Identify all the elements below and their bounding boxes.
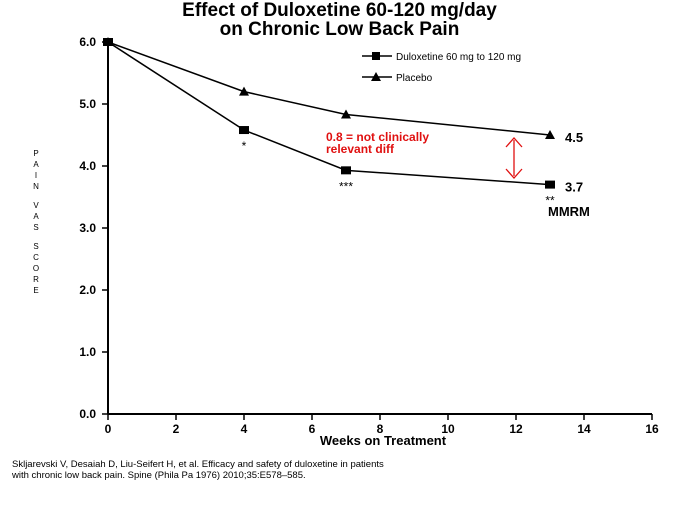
y-tick-label-4.0: 4.0 [79,159,96,173]
y-tick-label-3.0: 3.0 [79,221,96,235]
y-axis-label-letter: C [33,253,39,262]
method-label: MMRM [548,204,590,219]
x-tick-label-12: 12 [509,422,523,436]
data-point-duloxetine-week-4 [239,126,249,135]
legend: Duloxetine 60 mg to 120 mg Placebo [362,52,521,84]
significance-marker-week-7: *** [339,179,353,193]
data-point-duloxetine-week-13 [545,180,555,189]
y-axis-label-letter: R [33,275,39,284]
x-tick-label-10: 10 [441,422,455,436]
y-axis-label-letter: O [33,264,39,273]
y-tick-label-0.0: 0.0 [79,407,96,421]
end-value-label-placebo: 4.5 [565,130,583,145]
significance-marker-week-13: ** [545,194,555,208]
series-line-placebo [107,41,551,136]
chart-title-line-2: on Chronic Low Back Pain [219,19,460,40]
data-point-placebo-week-4 [239,86,249,96]
y-axis-label-letter: P [33,149,38,158]
citation-line-1: Skljarevski V, Desaiah D, Liu-Seifert H,… [12,459,384,470]
legend-marker-duloxetine [372,52,380,60]
y-axis-label-letter: S [33,242,38,251]
difference-annotation-line-2: relevant diff [326,142,395,156]
difference-arrow [505,137,523,179]
legend-label-duloxetine: Duloxetine 60 mg to 120 mg [396,52,521,63]
y-axis-label-letter: S [33,223,38,232]
x-tick-label-6: 6 [309,422,316,436]
y-tick-label-5.0: 5.0 [79,97,96,111]
y-axis-label-letter: I [35,171,37,180]
y-tick-label-2.0: 2.0 [79,283,96,297]
x-axis-label: Weeks on Treatment [320,433,447,448]
end-value-label-duloxetine: 3.7 [565,180,583,195]
data-point-placebo-week-13 [545,130,555,139]
y-axis-label-letter: A [33,160,39,169]
y-tick-label-1.0: 1.0 [79,345,96,359]
data-point-duloxetine-week-7 [341,166,351,175]
legend-label-placebo: Placebo [396,73,433,84]
y-axis-label-letter: N [33,182,39,191]
series-line-duloxetine [107,41,551,186]
x-tick-label-14: 14 [577,422,591,436]
difference-annotation-line-1: 0.8 = not clinically [326,130,429,144]
x-tick-label-0: 0 [105,422,112,436]
significance-marker-week-4: * [242,139,247,153]
x-tick-label-2: 2 [173,422,180,436]
data-point-placebo-week-0 [103,37,113,46]
x-tick-label-4: 4 [241,422,248,436]
citation: Skljarevski V, Desaiah D, Liu-Seifert H,… [12,459,672,481]
y-axis-label-letter: A [33,212,39,221]
x-tick-label-8: 8 [377,422,384,436]
x-tick-label-16: 16 [645,422,659,436]
legend-marker-placebo [371,72,381,81]
y-axis-label-letter: V [33,201,39,210]
chart-title-line-1: Effect of Duloxetine 60-120 mg/day [182,0,497,21]
citation-line-2: with chronic low back pain. Spine (Phila… [12,470,306,481]
data-point-placebo-week-7 [341,109,351,119]
y-axis-label-letter: E [33,286,38,295]
y-tick-label-6.0: 6.0 [79,35,96,49]
